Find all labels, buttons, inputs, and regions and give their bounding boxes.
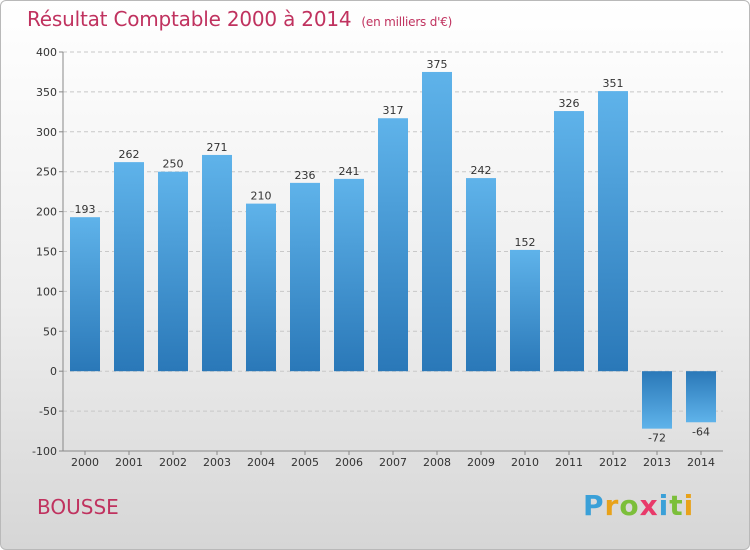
chart-subtitle: (en milliers d'€)	[361, 15, 453, 29]
x-tick-label-2007: 2007	[379, 456, 407, 469]
y-tick-label: 0	[50, 365, 57, 378]
value-label-2004: 210	[251, 190, 272, 203]
x-tick-label-2004: 2004	[247, 456, 275, 469]
chart-title-text: Résultat Comptable 2000 à 2014	[27, 7, 352, 31]
value-label-2001: 262	[119, 148, 140, 161]
value-label-2003: 271	[207, 141, 228, 154]
y-tick-label: 300	[36, 126, 57, 139]
value-label-2009: 242	[471, 164, 492, 177]
x-tick-label-2012: 2012	[599, 456, 627, 469]
bar-2007	[378, 118, 408, 372]
commune-name: BOUSSE	[37, 495, 119, 519]
y-tick-label: 150	[36, 246, 57, 259]
value-label-2008: 375	[427, 58, 448, 71]
value-label-2012: 351	[603, 77, 624, 90]
y-tick-label: 250	[36, 166, 57, 179]
x-tick-label-2008: 2008	[423, 456, 451, 469]
bar-2000	[70, 217, 100, 372]
y-tick-label: 100	[36, 285, 57, 298]
value-label-2013: -72	[648, 432, 666, 445]
x-tick-label-2014: 2014	[687, 456, 715, 469]
x-tick-label-2005: 2005	[291, 456, 319, 469]
y-tick-label: 400	[36, 46, 57, 59]
bar-2006	[334, 178, 364, 372]
bar-2001	[114, 162, 144, 372]
value-label-2006: 241	[339, 165, 360, 178]
bar-2012	[598, 91, 628, 372]
bar-2002	[158, 171, 188, 372]
bar-2013	[642, 371, 672, 429]
value-label-2005: 236	[295, 169, 316, 182]
x-tick-label-2010: 2010	[511, 456, 539, 469]
y-tick-label: -50	[39, 405, 57, 418]
bar-2003	[202, 154, 232, 372]
x-tick-label-2003: 2003	[203, 456, 231, 469]
value-label-2010: 152	[515, 236, 536, 249]
proxiti-logo: Proxiti	[583, 489, 695, 522]
chart-title: Résultat Comptable 2000 à 2014 (en millie…	[27, 7, 452, 31]
bar-2004	[246, 203, 276, 372]
x-tick-label-2013: 2013	[643, 456, 671, 469]
y-tick-label: 200	[36, 206, 57, 219]
y-tick-label: -100	[32, 445, 57, 458]
value-label-2002: 250	[163, 158, 184, 171]
value-label-2007: 317	[383, 104, 404, 117]
bar-2014	[686, 371, 716, 423]
value-label-2014: -64	[692, 425, 710, 438]
y-tick-label: 350	[36, 86, 57, 99]
bar-2008	[422, 71, 452, 372]
y-tick-label: 50	[43, 325, 57, 338]
bar-2005	[290, 182, 320, 372]
bar-2009	[466, 178, 496, 372]
x-tick-label-2009: 2009	[467, 456, 495, 469]
bar-2011	[554, 111, 584, 372]
bar-2010	[510, 249, 540, 372]
x-tick-label-2001: 2001	[115, 456, 143, 469]
x-tick-label-2002: 2002	[159, 456, 187, 469]
x-tick-label-2011: 2011	[555, 456, 583, 469]
value-label-2000: 193	[75, 203, 96, 216]
x-tick-label-2000: 2000	[71, 456, 99, 469]
x-tick-label-2006: 2006	[335, 456, 363, 469]
value-label-2011: 326	[559, 97, 580, 110]
